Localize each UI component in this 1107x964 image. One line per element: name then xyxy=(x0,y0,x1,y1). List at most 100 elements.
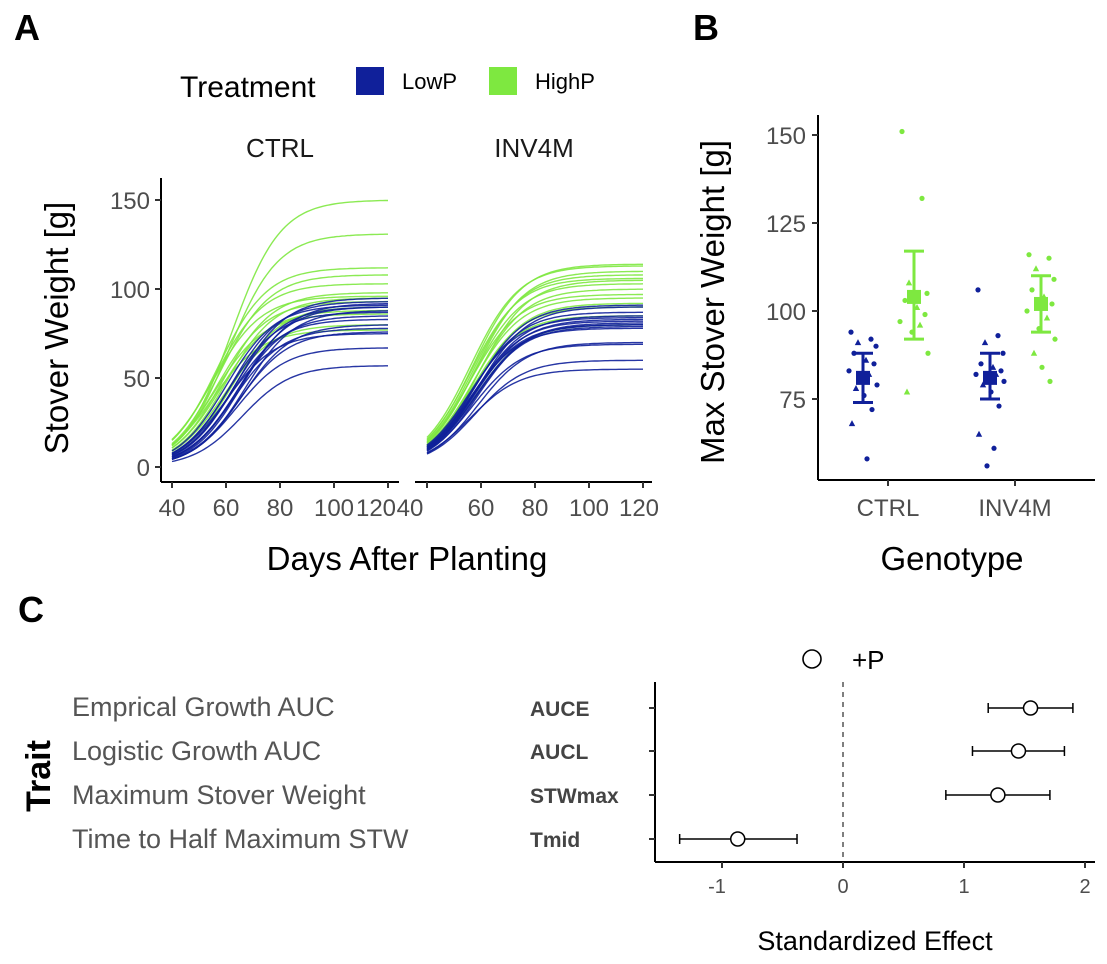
b-means-and-ci xyxy=(853,249,1051,405)
b-point-inv4m-lowp-0 xyxy=(975,287,981,293)
a-x-tick-label-inv-80: 80 xyxy=(522,495,549,522)
curve-inv4m-lowp-15 xyxy=(426,368,643,454)
curves-ctrl xyxy=(171,199,389,463)
curve-inv4m-lowp-11 xyxy=(426,327,643,448)
b-x-tick-label-ctrl: CTRL xyxy=(857,495,920,522)
b-point-inv4m-highp-13 xyxy=(1047,378,1053,384)
b-point-inv4m-highp-10 xyxy=(1052,336,1058,342)
curve-inv4m-highp-4 xyxy=(426,277,643,440)
curve-inv4m-highp-3 xyxy=(426,274,644,442)
a-y-tick-label-50: 50 xyxy=(123,366,150,393)
curve-ctrl-lowp-12 xyxy=(171,331,389,460)
b-point-inv4m-highp-7 xyxy=(1024,308,1030,314)
curve-ctrl-highp-11 xyxy=(171,313,388,446)
a-y-ticks: 0 50 100 150 xyxy=(110,188,161,482)
b-point-ctrl-highp-8 xyxy=(916,321,924,328)
b-point-ctrl-highp-4 xyxy=(902,297,908,304)
c-estimate-auce xyxy=(1022,700,1039,716)
c-estimate-tmid xyxy=(729,831,746,847)
curve-inv4m-lowp-0 xyxy=(426,304,643,448)
b-point-ctrl-lowp-7 xyxy=(846,368,852,374)
panel-c-effects: +P Emprical Growth AUC AUCE Logistic Gro… xyxy=(20,645,1095,956)
c-x-axis-title: Standardized Effect xyxy=(757,926,993,956)
a-x-tick-label-inv-60: 60 xyxy=(468,495,495,522)
curve-ctrl-lowp-3 xyxy=(171,304,389,452)
a-x-tick-label-ctrl-60: 60 xyxy=(213,495,240,522)
b-point-inv4m-highp-3 xyxy=(1051,276,1057,282)
legend-label-highp: HighP xyxy=(535,69,595,94)
a-y-tick-label-100: 100 xyxy=(110,277,150,304)
curve-ctrl-lowp-9 xyxy=(171,318,388,456)
b-point-inv4m-highp-2 xyxy=(1032,265,1040,272)
a-x-tick-label-ctrl-100: 100 xyxy=(314,495,354,522)
curve-ctrl-highp-3 xyxy=(171,274,388,445)
curve-inv4m-lowp-9 xyxy=(426,324,644,449)
curve-inv4m-lowp-14 xyxy=(426,359,643,455)
a-x-tick-label-inv-100: 100 xyxy=(569,495,609,522)
c-estimate-aucl xyxy=(1010,743,1027,759)
b-point-inv4m-lowp-3 xyxy=(1000,350,1006,356)
b-points xyxy=(846,128,1058,469)
curve-ctrl-lowp-15 xyxy=(171,365,388,463)
a-y-axis-title: Stover Weight [g] xyxy=(38,202,75,455)
a-x-ticks-ctrl: 40 60 80 100 120 xyxy=(159,482,396,522)
panel-b-letter: B xyxy=(693,7,719,48)
b-point-inv4m-lowp-16 xyxy=(984,463,990,469)
b-y-tick-label-125: 125 xyxy=(766,211,806,238)
b-point-ctrl-highp-10 xyxy=(925,350,931,356)
c-effect-marks xyxy=(678,700,1074,847)
a-x-tick-label-ctrl-80: 80 xyxy=(267,495,294,522)
b-point-ctrl-highp-0 xyxy=(899,128,905,135)
b-point-ctrl-lowp-15 xyxy=(864,456,870,462)
c-x-tick-label-0: 0 xyxy=(837,876,848,898)
c-y-axis-title: Trait xyxy=(20,740,58,812)
b-mean-ctrl-highp xyxy=(907,289,921,304)
curve-inv4m-highp-9 xyxy=(426,297,643,445)
panel-b-max-stover: 75 100 125 150 CTRL INV4M Genotype Max S… xyxy=(694,115,1095,577)
c-trait-name-1: Logistic Growth AUC xyxy=(72,736,321,766)
b-point-ctrl-lowp-1 xyxy=(868,336,874,342)
b-point-inv4m-highp-6 xyxy=(1049,301,1055,307)
b-point-inv4m-highp-0 xyxy=(1026,252,1032,258)
b-point-ctrl-highp-7 xyxy=(897,318,903,325)
curve-inv4m-highp-8 xyxy=(426,293,643,443)
b-point-inv4m-lowp-14 xyxy=(975,430,983,437)
b-y-tick-label-150: 150 xyxy=(766,123,806,150)
curve-ctrl-lowp-0 xyxy=(171,297,388,457)
b-point-ctrl-lowp-0 xyxy=(848,329,854,335)
b-point-inv4m-lowp-6 xyxy=(998,368,1004,374)
b-point-inv4m-highp-11 xyxy=(1030,349,1038,356)
c-trait-abbr-3: Tmid xyxy=(530,829,580,852)
legend-swatch-highp xyxy=(489,67,517,95)
facet-label-inv4m: INV4M xyxy=(494,133,573,163)
c-trait-name-2: Maximum Stover Weight xyxy=(72,780,366,810)
legend-title: Treatment xyxy=(180,71,316,104)
c-estimate-stwmax xyxy=(990,787,1006,803)
legend-label-lowp: LowP xyxy=(402,69,457,94)
c-trait-name-3: Time to Half Maximum STW xyxy=(72,824,409,854)
curve-ctrl-lowp-7 xyxy=(171,311,388,454)
b-point-inv4m-highp-4 xyxy=(1029,287,1035,293)
b-point-inv4m-lowp-1 xyxy=(995,333,1001,339)
curve-ctrl-highp-6 xyxy=(171,295,388,440)
curve-ctrl-lowp-14 xyxy=(171,347,388,460)
curve-inv4m-lowp-4 xyxy=(426,316,643,446)
b-point-ctrl-highp-1 xyxy=(919,195,925,201)
b-y-tick-label-75: 75 xyxy=(779,387,806,414)
b-point-inv4m-highp-1 xyxy=(1046,255,1052,261)
c-trait-abbr-0: AUCE xyxy=(530,698,590,721)
c-legend-symbol xyxy=(802,649,822,669)
b-y-axis-title: Max Stover Weight [g] xyxy=(694,140,731,464)
curve-inv4m-highp-1 xyxy=(426,265,644,438)
b-x-tick-label-inv4m: INV4M xyxy=(978,495,1051,522)
a-x-ticks-inv4m: 40 60 80 100 120 xyxy=(397,482,659,522)
curve-ctrl-lowp-10 xyxy=(171,324,388,460)
b-point-ctrl-highp-3 xyxy=(924,290,930,296)
b-point-ctrl-lowp-3 xyxy=(873,343,879,349)
facet-label-ctrl: CTRL xyxy=(246,133,314,163)
panel-c-letter: C xyxy=(18,589,44,630)
b-point-inv4m-lowp-4 xyxy=(978,361,984,367)
b-point-inv4m-lowp-13 xyxy=(996,403,1002,409)
b-point-inv4m-lowp-15 xyxy=(991,445,997,451)
